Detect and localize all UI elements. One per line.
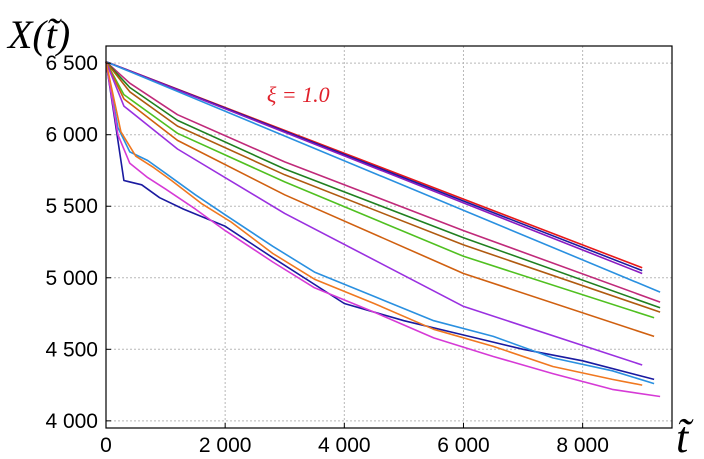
x-tick-label-2: 4 000 — [318, 434, 371, 457]
y-axis-label: X(t̃) — [6, 12, 70, 57]
y-tick-label-0: 4 000 — [45, 410, 98, 433]
x-tick-label-4: 8 000 — [556, 434, 609, 457]
y-tick-label-2: 5 000 — [45, 267, 98, 290]
x-tick-label-1: 2 000 — [199, 434, 252, 457]
series-line-10 — [105, 61, 655, 381]
annotations: ξ = 1.0 — [267, 82, 330, 107]
y-tick-label-4: 6 000 — [45, 124, 98, 147]
series-line-12 — [105, 61, 661, 398]
series-line-6 — [105, 61, 661, 313]
series-line-8 — [105, 61, 655, 338]
series-line-3 — [105, 60, 661, 293]
series-line-7 — [105, 61, 655, 319]
y-axis-ticks: 4 000 4 500 5 000 5 500 6 000 6 500 — [45, 52, 111, 433]
series-line-5 — [105, 61, 661, 309]
x-tick-label-3: 6 000 — [437, 434, 490, 457]
series-line-2 — [105, 60, 643, 275]
y-tick-label-1: 4 500 — [45, 338, 98, 361]
annotation-0: ξ = 1.0 — [267, 82, 330, 107]
y-tick-label-3: 5 500 — [45, 195, 98, 218]
grid — [106, 46, 672, 428]
series-line-13 — [105, 61, 643, 386]
series-line-9 — [105, 61, 643, 366]
series-line-4 — [105, 61, 661, 303]
plot-frame — [105, 45, 673, 429]
y-tick-label-5: 6 500 — [45, 52, 98, 75]
x-tick-label-0: 0 — [100, 434, 112, 457]
series-layer — [105, 60, 661, 398]
x-axis-label: t̃ — [676, 413, 694, 459]
x-axis-ticks: 0 2 000 4 000 6 000 8 000 — [100, 423, 609, 457]
series-line-11 — [105, 61, 655, 385]
